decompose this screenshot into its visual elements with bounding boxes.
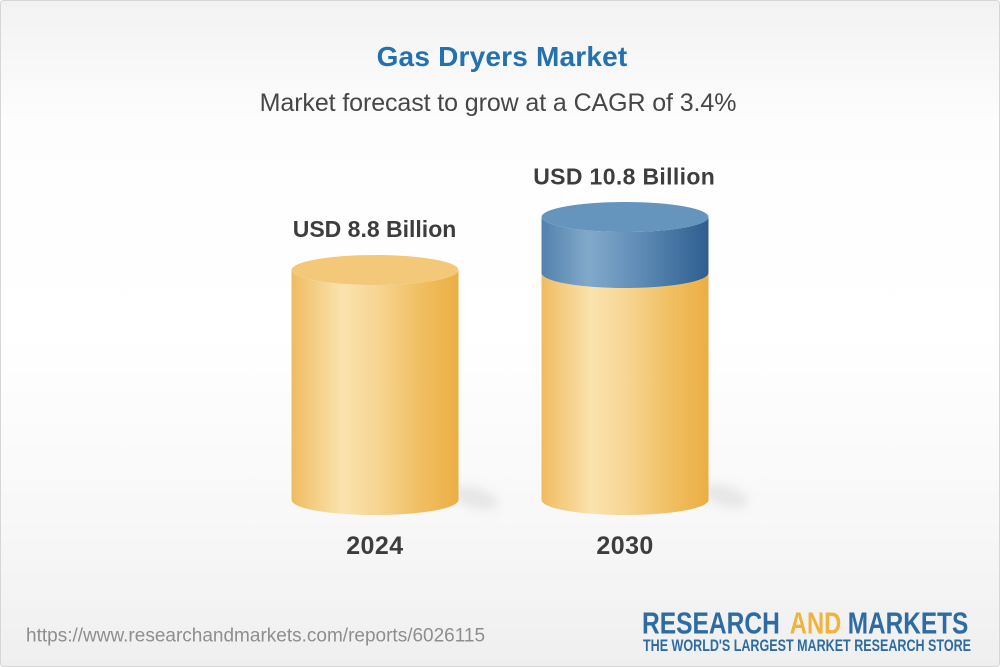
svg-text:AND: AND bbox=[790, 606, 842, 641]
svg-text:2030: 2030 bbox=[596, 532, 653, 560]
svg-text:USD 10.8 Billion: USD 10.8 Billion bbox=[533, 164, 715, 190]
svg-text:https://www.researchandmarkets: https://www.researchandmarkets.com/repor… bbox=[26, 626, 485, 647]
svg-text:THE WORLD'S LARGEST MARKET RES: THE WORLD'S LARGEST MARKET RESEARCH STOR… bbox=[643, 636, 971, 655]
svg-text:USD 8.8 Billion: USD 8.8 Billion bbox=[293, 216, 457, 242]
svg-text:2024: 2024 bbox=[346, 532, 403, 560]
svg-text:MARKETS: MARKETS bbox=[848, 606, 969, 641]
svg-text:RESEARCH: RESEARCH bbox=[642, 606, 780, 641]
svg-text:Market forecast to grow at a C: Market forecast to grow at a CAGR of 3.4… bbox=[260, 89, 737, 117]
svg-text:Gas Dryers Market: Gas Dryers Market bbox=[377, 41, 628, 72]
